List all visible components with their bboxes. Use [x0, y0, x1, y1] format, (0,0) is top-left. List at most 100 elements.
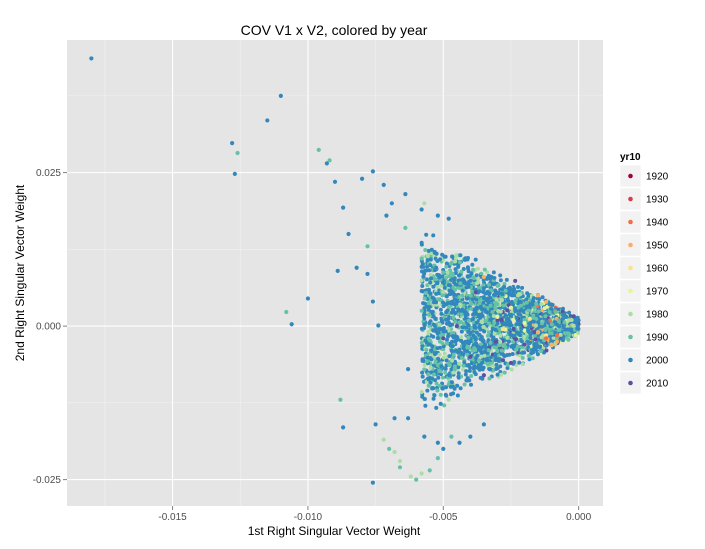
cloud-point: [493, 327, 498, 332]
cloud-point: [444, 337, 449, 342]
cloud-point: [519, 339, 524, 344]
cloud-point: [451, 316, 456, 321]
data-point: [232, 171, 237, 176]
cloud-point: [435, 363, 440, 368]
cloud-point: [466, 281, 471, 286]
cloud-point: [481, 278, 486, 283]
cloud-point: [469, 302, 474, 307]
cloud-point: [539, 349, 544, 354]
cloud-point: [575, 326, 580, 331]
cloud-point: [504, 277, 509, 282]
cloud-point: [494, 297, 499, 302]
x-tick-label: 0.000: [566, 512, 591, 523]
cloud-point: [517, 360, 522, 365]
cloud-point: [536, 320, 541, 325]
cloud-point: [532, 329, 537, 334]
cloud-point: [487, 361, 492, 366]
cloud-point: [506, 339, 511, 344]
cloud-point: [426, 372, 431, 377]
cloud-point: [442, 351, 447, 356]
data-point: [284, 309, 289, 315]
cloud-point: [466, 323, 471, 328]
cloud-point: [466, 335, 471, 340]
cloud-point: [473, 356, 478, 361]
cloud-point: [453, 259, 458, 264]
cloud-point: [443, 329, 448, 334]
cloud-point: [441, 347, 446, 352]
cloud-point: [491, 270, 496, 275]
data-point: [522, 342, 527, 347]
cloud-point: [453, 256, 458, 261]
cloud-point: [481, 286, 486, 291]
cloud-point: [420, 343, 425, 348]
cloud-point: [424, 359, 429, 364]
cloud-point: [488, 317, 493, 322]
cloud-point: [513, 278, 518, 283]
cloud-point: [520, 362, 525, 367]
x-axis-ticks: -0.015 -0.010 -0.005 0.000: [158, 506, 592, 523]
cloud-point: [536, 293, 541, 298]
cloud-point: [449, 380, 454, 385]
cloud-point: [495, 283, 500, 288]
cloud-point: [481, 344, 486, 349]
legend-title: yr10: [620, 152, 641, 163]
cloud-point: [439, 311, 444, 316]
cloud-point: [504, 317, 509, 322]
data-point: [422, 201, 427, 206]
data-point: [392, 416, 397, 421]
data-point: [403, 192, 408, 197]
cloud-point: [462, 360, 467, 365]
y-tick-label: 0.000: [36, 322, 61, 333]
cloud-point: [431, 233, 436, 238]
data-point: [389, 201, 394, 206]
cloud-point: [485, 333, 490, 338]
cloud-point: [571, 314, 576, 319]
cloud-point: [444, 385, 449, 390]
cloud-point: [427, 321, 432, 326]
cloud-point: [469, 306, 474, 311]
cloud-point: [522, 334, 527, 339]
cloud-point: [560, 306, 565, 311]
cloud-point: [441, 326, 446, 331]
cloud-point: [452, 386, 457, 391]
cloud-point: [468, 293, 473, 298]
cloud-point: [431, 386, 436, 391]
cloud-point: [441, 257, 446, 262]
data-point: [554, 333, 560, 338]
cloud-point: [552, 320, 557, 325]
cloud-point: [526, 328, 531, 333]
cloud-point: [438, 333, 443, 338]
cloud-point: [539, 321, 544, 326]
cloud-point: [507, 291, 512, 296]
data-point: [454, 324, 459, 329]
cloud-point: [431, 372, 436, 377]
cloud-point: [505, 297, 510, 302]
data-point: [522, 320, 527, 326]
cloud-point: [443, 275, 448, 280]
cloud-point: [531, 313, 536, 318]
cloud-point: [426, 342, 431, 347]
legend-items: 1920 1930 1940 1950 1960 1970 1980 1990 2000 2010: [619, 164, 669, 395]
cloud-point: [501, 342, 506, 347]
cloud-point: [539, 302, 544, 307]
cloud-point: [466, 284, 471, 289]
data-point: [381, 437, 386, 442]
legend-key-point: [628, 219, 633, 225]
cloud-point: [476, 280, 481, 285]
cloud-point: [456, 273, 461, 278]
cloud-point: [483, 349, 488, 354]
data-point: [473, 290, 478, 295]
cloud-point: [474, 305, 479, 310]
cloud-point: [453, 319, 458, 324]
cloud-point: [488, 288, 493, 293]
cloud-point: [493, 306, 498, 311]
cloud-point: [553, 310, 558, 315]
cloud-point: [478, 327, 483, 332]
cloud-point: [444, 264, 449, 269]
cloud-point: [436, 375, 441, 380]
cloud-point: [492, 276, 497, 281]
cloud-point: [432, 268, 437, 273]
legend-label: 1940: [646, 218, 669, 229]
cloud-point: [502, 370, 507, 375]
cloud-point: [505, 362, 510, 367]
